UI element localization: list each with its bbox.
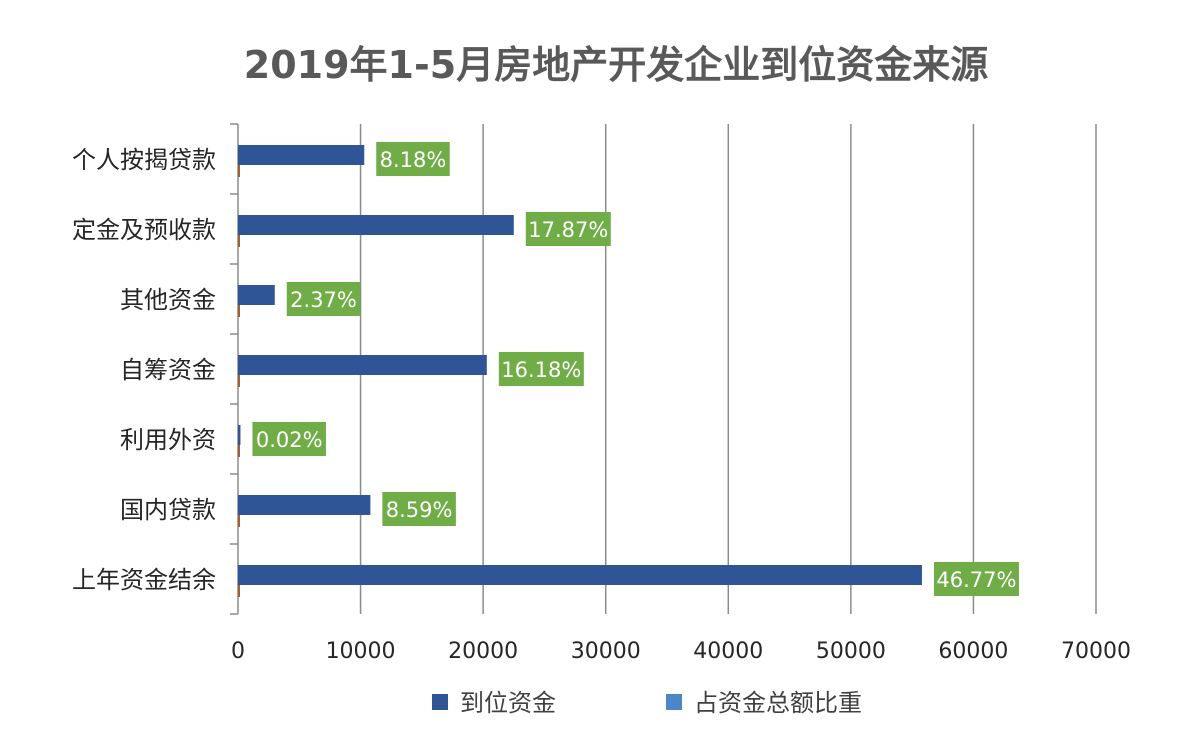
x-tick-label: 20000 [448, 639, 518, 664]
data-label-box [286, 282, 361, 316]
category-label: 定金及预收款 [72, 216, 216, 244]
bar-zhanbi [238, 515, 240, 527]
bar-daowei-zijin [238, 145, 365, 165]
x-tick-label: 70000 [1061, 639, 1131, 664]
data-label-box [252, 422, 326, 456]
data-label-box [525, 212, 611, 246]
bar-zhanbi [238, 165, 240, 177]
bar-zhanbi [238, 585, 240, 597]
bar-zhanbi [238, 445, 240, 457]
x-tick-label: 60000 [938, 639, 1008, 664]
data-label-box [933, 562, 1019, 596]
data-label: 8.18% [380, 148, 447, 172]
bar-daowei-zijin [238, 495, 371, 515]
bar-zhanbi [238, 305, 240, 317]
data-label: 0.02% [256, 428, 323, 452]
legend-label: 占资金总额比重 [694, 689, 862, 717]
category-label: 其他资金 [120, 286, 216, 314]
chart-title: 2019年1-5月房地产开发企业到位资金来源 [244, 43, 988, 87]
bar-daowei-zijin [238, 355, 487, 375]
category-label: 个人按揭贷款 [72, 146, 216, 174]
category-label: 国内贷款 [120, 496, 216, 524]
category-label: 利用外资 [120, 426, 216, 454]
legend-label: 到位资金 [460, 689, 556, 717]
x-tick-label: 30000 [571, 639, 641, 664]
x-tick-label: 0 [231, 639, 245, 664]
bar-daowei-zijin [238, 285, 275, 305]
bar-zhanbi [238, 235, 240, 247]
tick-labels: 0 10000 20000 30000 40000 50000 60000 70000 [231, 639, 1131, 664]
category-label: 上年资金结余 [72, 566, 216, 594]
data-label: 8.59% [386, 498, 453, 522]
data-label: 46.77% [936, 568, 1016, 592]
data-label-box [498, 352, 584, 386]
bar-daowei-zijin [238, 215, 514, 235]
category-label: 自筹资金 [120, 356, 216, 384]
x-tick-label: 10000 [326, 639, 396, 664]
bars [238, 145, 922, 597]
gridlines [359, 124, 1097, 614]
data-label: 16.18% [501, 358, 581, 382]
data-label: 2.37% [290, 288, 357, 312]
x-tick-label: 40000 [693, 639, 763, 664]
bar-daowei-zijin [238, 565, 922, 585]
legend: 到位资金 占资金总额比重 [432, 689, 862, 717]
data-label: 17.87% [528, 218, 608, 242]
data-label-box [376, 142, 450, 176]
category-axis [230, 123, 239, 615]
bar-zhanbi [238, 375, 240, 387]
bar-daowei-zijin [238, 425, 241, 445]
legend-swatch [666, 694, 682, 710]
data-label-box [382, 492, 456, 526]
x-tick-label: 50000 [816, 639, 886, 664]
legend-swatch [432, 694, 448, 710]
data-labels: 8.18% 17.87% 2.37% 16.18% 0.02% 8.59% 46.77% [252, 142, 1019, 596]
